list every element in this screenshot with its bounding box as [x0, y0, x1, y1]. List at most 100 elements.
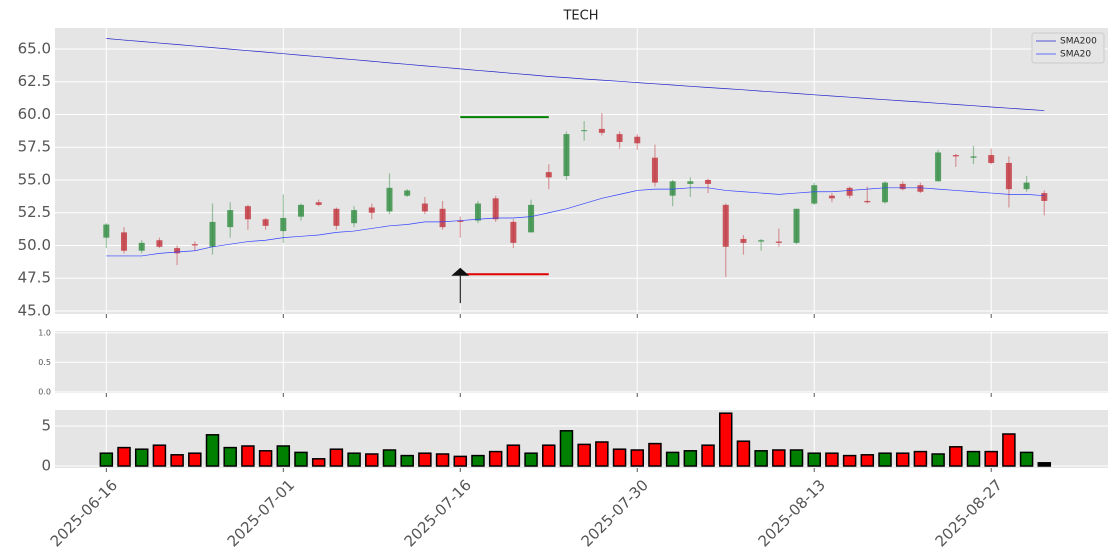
- volume-bar: [984, 450, 998, 467]
- candle-body: [333, 208, 340, 226]
- candle-body: [687, 181, 694, 184]
- candle-body: [262, 219, 269, 226]
- volume-bar: [99, 452, 114, 467]
- candle-body: [563, 134, 570, 177]
- chart-title: TECH: [562, 9, 598, 24]
- candle-body: [846, 187, 853, 196]
- volume-bar: [117, 446, 131, 467]
- candle-body: [191, 244, 198, 246]
- y-tick-label: 45.0: [18, 301, 51, 319]
- volume-bar: [559, 430, 574, 467]
- volume-bar: [701, 444, 715, 467]
- volume-bar: [488, 450, 503, 467]
- volume-bar: [825, 452, 839, 467]
- candle-body: [616, 134, 623, 142]
- volume-bar: [471, 454, 485, 467]
- y-tick-label: 55.0: [18, 170, 51, 188]
- volume-bar: [453, 455, 468, 467]
- candle-body: [492, 198, 499, 220]
- volume-bar: [807, 452, 821, 467]
- x-tick-label: 2025-06-16: [47, 476, 121, 550]
- x-tick-label: 2025-07-01: [224, 476, 298, 550]
- volume-bar: [418, 452, 432, 467]
- y-tick-label: 57.5: [18, 138, 51, 156]
- y-tick-label: 47.5: [18, 269, 51, 287]
- volume-bar: [949, 446, 963, 467]
- candle-body: [775, 241, 782, 243]
- candle-body: [280, 217, 287, 232]
- candle-body: [103, 224, 110, 238]
- candle-body: [1005, 162, 1012, 190]
- volume-bar: [913, 450, 928, 467]
- volume-bar: [276, 445, 291, 467]
- volume-bar: [966, 450, 981, 467]
- volume-bar: [718, 412, 733, 467]
- volume-bar: [382, 449, 397, 467]
- candle-body: [651, 157, 658, 183]
- volume-bar: [630, 449, 644, 467]
- candle-body: [474, 203, 481, 221]
- y-tick-label: 60.0: [18, 105, 51, 123]
- y-tick-label: 0.5: [38, 358, 51, 367]
- candle-body: [899, 183, 906, 190]
- candle-body: [988, 155, 995, 163]
- x-tick-label: 2025-08-27: [932, 476, 1006, 550]
- panel-background: [55, 28, 1108, 314]
- candle-body: [828, 195, 835, 199]
- volume-bar: [577, 443, 591, 467]
- x-tick-label: 2025-08-13: [755, 476, 829, 550]
- sma-line: [106, 38, 1045, 111]
- candle-body: [952, 155, 959, 157]
- volume-bar: [506, 444, 521, 467]
- volume-bar: [736, 440, 751, 467]
- candle-body: [793, 208, 800, 243]
- candle-body: [864, 200, 871, 203]
- candle-body: [351, 210, 358, 224]
- volume-bar: [400, 454, 414, 467]
- candle-body: [811, 185, 818, 204]
- candle-body: [315, 202, 322, 205]
- volume-bar: [683, 450, 698, 467]
- candle-body: [740, 238, 747, 243]
- candle-body: [121, 232, 128, 251]
- candle-body: [634, 136, 641, 144]
- x-tick-label: 2025-07-16: [401, 476, 475, 550]
- y-tick-label: 62.5: [18, 72, 51, 90]
- volume-bar: [134, 448, 149, 467]
- candle-body: [439, 208, 446, 228]
- volume-bar: [648, 442, 662, 467]
- volume-bar: [347, 452, 361, 467]
- volume-bar: [170, 454, 184, 467]
- volume-bar: [435, 453, 450, 467]
- volume-bar: [223, 446, 237, 467]
- y-tick-label: 0.0: [38, 387, 51, 396]
- candle-body: [156, 240, 163, 247]
- volume-bar: [524, 452, 538, 467]
- volume-bar: [258, 450, 273, 467]
- y-tick-label: 0: [41, 457, 51, 475]
- volume-bar: [1019, 451, 1034, 467]
- y-tick-label: 50.0: [18, 236, 51, 254]
- y-tick-label: 65.0: [18, 39, 51, 57]
- volume-bar: [205, 434, 220, 467]
- volume-bar: [329, 448, 344, 467]
- candle-body: [758, 240, 765, 242]
- volume-bar: [754, 450, 768, 467]
- volume-bar: [772, 449, 786, 467]
- volume-bar: [1037, 462, 1052, 467]
- volume-bar: [188, 452, 202, 467]
- candle-body: [545, 172, 552, 178]
- sma-line: [106, 187, 1045, 257]
- legend: SMA200 SMA20: [1031, 32, 1105, 64]
- legend-label: SMA200: [1060, 37, 1097, 47]
- volume-bar: [152, 444, 167, 467]
- candle-body: [244, 206, 251, 220]
- candle-body: [1041, 193, 1048, 201]
- candle-body: [457, 220, 464, 222]
- candle-body: [174, 248, 181, 254]
- volume-bar: [311, 458, 326, 467]
- candle-body: [581, 130, 588, 132]
- volume-bar: [895, 452, 910, 467]
- candle-body: [528, 204, 535, 233]
